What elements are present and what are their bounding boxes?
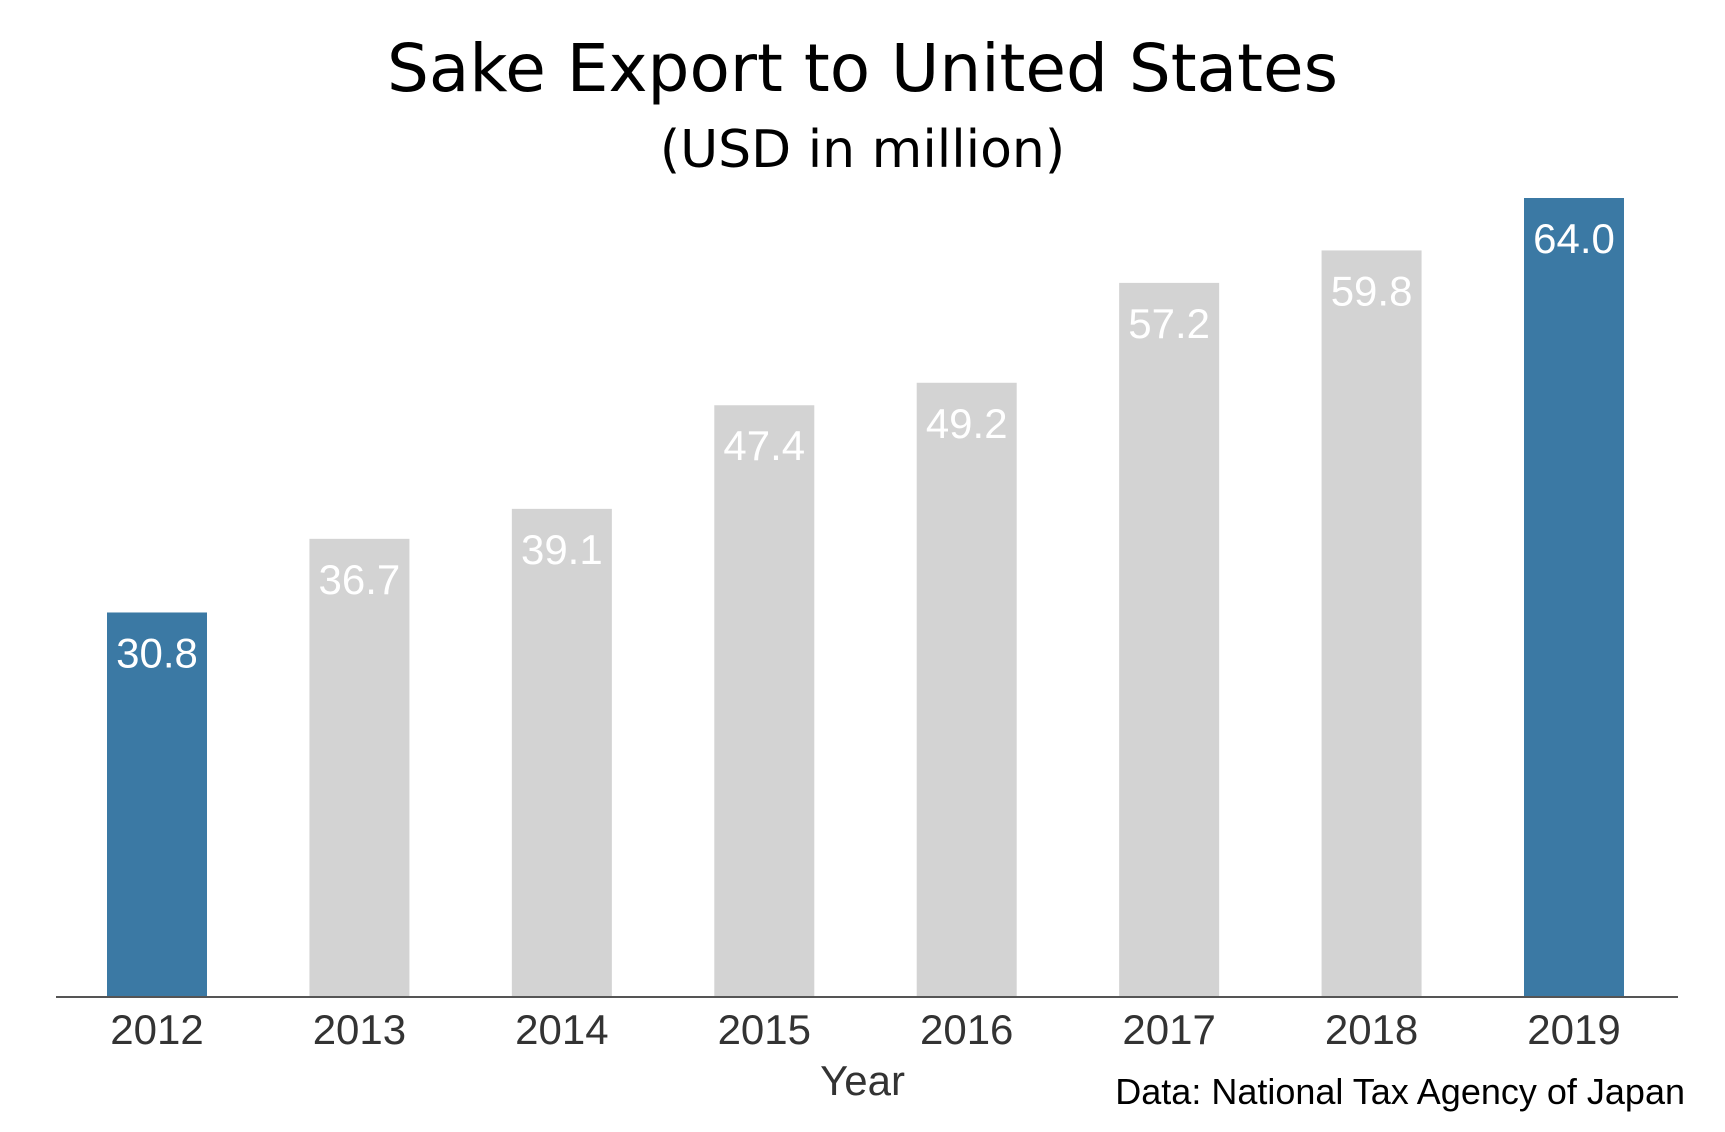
bar-2018 [1321, 250, 1422, 997]
value-label-2017: 57.2 [1128, 300, 1210, 347]
x-tick-label-2019: 2019 [1527, 1006, 1620, 1053]
bar-2015 [714, 405, 815, 998]
x-axis-label: Year [820, 1057, 905, 1104]
bar-2016 [916, 382, 1017, 997]
bar-2017 [1119, 282, 1220, 997]
bar-2014 [511, 508, 612, 997]
chart-title: Sake Export to United States [387, 30, 1338, 107]
x-tick-label-2015: 2015 [718, 1006, 811, 1053]
value-label-2014: 39.1 [521, 526, 603, 573]
value-label-2013: 36.7 [319, 556, 401, 603]
value-label-2018: 59.8 [1331, 267, 1413, 314]
x-tick-label-2012: 2012 [110, 1006, 203, 1053]
value-label-2012: 30.8 [116, 629, 198, 676]
x-tick-label-2017: 2017 [1122, 1006, 1215, 1053]
x-tick-label-2016: 2016 [920, 1006, 1013, 1053]
x-tick-label-2014: 2014 [515, 1006, 608, 1053]
bar-2019 [1524, 198, 1624, 997]
x-tick-label-2018: 2018 [1325, 1006, 1418, 1053]
value-label-2015: 47.4 [723, 422, 805, 469]
source-note: Data: National Tax Agency of Japan [1115, 1071, 1685, 1112]
x-tick-label-2013: 2013 [313, 1006, 406, 1053]
value-label-2016: 49.2 [926, 400, 1008, 447]
chart-subtitle: (USD in million) [659, 120, 1066, 180]
bar-2012 [107, 612, 207, 997]
bar-2013 [309, 538, 410, 997]
value-label-2019: 64.0 [1533, 215, 1615, 262]
